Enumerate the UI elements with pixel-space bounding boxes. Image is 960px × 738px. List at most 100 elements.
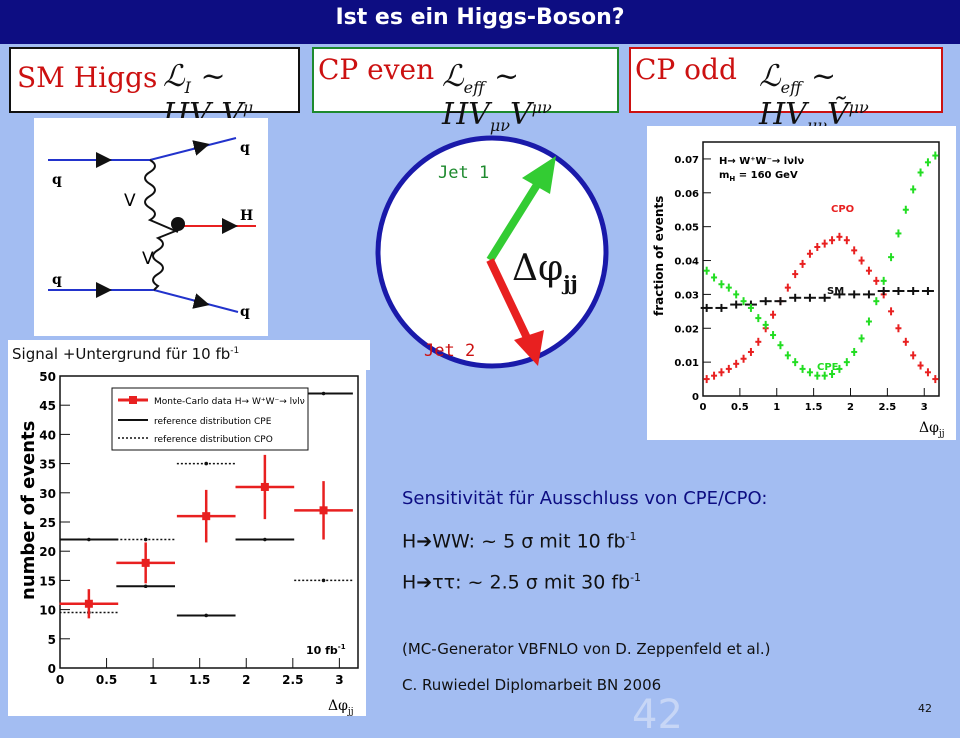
left-chart-xlabel: Δφjj — [328, 698, 354, 716]
feyn-label-q4: q — [240, 304, 250, 320]
feyn-label-v1: V — [124, 191, 136, 211]
legend-cpe-label: reference distribution CPE — [154, 417, 272, 427]
right-chart-cpe-label: CPE — [817, 362, 839, 373]
arrow-icon: ➔ — [416, 530, 433, 553]
left-chart-xtick-label: 2.5 — [282, 673, 303, 687]
cp-odd-formula: ℒeff ~ HVμνṼμν — [759, 59, 869, 135]
left-chart-cpe-dot — [143, 584, 148, 589]
left-chart-panel: 0 5 10 15 20 25 30 35 40 45 50 0 0.5 1 1.5 2 2.5 3 Monte-… — [8, 370, 366, 717]
jet2-arrow-line — [486, 258, 532, 342]
left-chart-ytick-label: 25 — [39, 516, 56, 530]
sensitivity-line-tautau: H➔ττ: ~ 2.5 σ mit 30 fb-1 — [402, 571, 642, 594]
arrow-icon: ➔ — [416, 571, 433, 594]
left-chart-ytick-label: 30 — [39, 487, 56, 501]
left-chart-mc-point — [84, 599, 93, 608]
feyn-label-h: H — [240, 208, 253, 224]
title-bar — [0, 0, 960, 44]
right-chart-ytick-label: 0.07 — [674, 155, 699, 166]
jet1-label: Jet 1 — [438, 163, 489, 183]
legend-cpo-label: reference distribution CPO — [154, 435, 273, 445]
right-chart-ytick-label: 0.01 — [674, 358, 699, 369]
right-chart-ytick-label: 0 — [692, 392, 699, 403]
note-generator: (MC-Generator VBFNLO von D. Zeppenfeld e… — [402, 640, 771, 658]
left-chart-lumi: 10 fb-1 — [306, 643, 346, 657]
left-chart-ytick-label: 45 — [39, 399, 56, 413]
feyn-label-q2: q — [240, 140, 250, 156]
sensitivity-line-ww: H➔WW: ~ 5 σ mit 10 fb-1 — [402, 530, 637, 553]
left-chart-xtick-label: 0 — [56, 673, 64, 687]
left-chart-mc-point — [260, 482, 269, 491]
right-chart-xtick-label: 0 — [700, 402, 707, 413]
left-chart-ytick-label: 0 — [48, 662, 56, 676]
left-chart-ytick-label: 40 — [39, 428, 56, 442]
delta-phi-symbol: Δφjj — [512, 248, 578, 295]
left-chart-xtick-label: 1 — [149, 673, 157, 687]
right-chart-cpo-label: CPO — [831, 204, 854, 215]
right-chart-xtick-label: 0.5 — [731, 402, 749, 413]
left-chart-cpe-dot — [87, 537, 91, 542]
left-chart-cpe-dot — [321, 391, 326, 396]
right-chart-ytick-label: 0.03 — [674, 290, 699, 301]
right-chart-legend-1: H→ W⁺W⁻→ lνlν — [719, 156, 804, 167]
jet1-arrowhead — [522, 156, 556, 194]
sm-higgs-label: SM Higgs — [17, 61, 158, 94]
left-chart-xtick-label: 0.5 — [96, 673, 117, 687]
left-chart-ytick-label: 20 — [39, 545, 56, 559]
left-chart-cpo-dot — [204, 461, 209, 466]
left-chart-mc-point — [202, 512, 211, 521]
slide-title: Ist es ein Higgs-Boson? — [335, 5, 625, 30]
boson-line-bottom — [152, 229, 179, 291]
right-chart-xtick-label: 2.5 — [879, 402, 897, 413]
right-chart-frame — [702, 141, 940, 397]
right-chart-ytick-label: 0.04 — [674, 257, 699, 268]
right-chart-xlabel: Δφjj — [919, 420, 945, 439]
jet2-label: Jet 2 — [424, 341, 475, 361]
right-chart-xtick-label: 1.5 — [805, 402, 823, 413]
cp-even-formula: ℒeff ~ HVμνVμν — [442, 59, 552, 135]
feyn-label-v2: V — [142, 249, 154, 269]
right-chart: 0 0.01 0.02 0.03 0.04 0.05 0.06 0.07 0 0.5 1 1.5 2 2.… — [652, 141, 945, 439]
jet2-arrowhead — [514, 330, 544, 366]
left-chart-ytick-label: 15 — [39, 574, 56, 588]
quark-line-top — [48, 137, 237, 161]
feyn-label-q3: q — [52, 272, 62, 288]
right-chart-ytick-label: 0.05 — [674, 223, 699, 234]
right-chart-sm-label: SM — [827, 286, 844, 297]
left-chart-ylabel: number of events — [18, 421, 39, 600]
left-chart-ytick-label: 5 — [48, 633, 56, 647]
left-chart-cpo-dot — [143, 537, 148, 542]
left-chart-ytick-label: 50 — [39, 370, 56, 384]
quark-line-bottom — [48, 289, 239, 313]
left-chart-xtick-label: 1.5 — [189, 673, 210, 687]
right-chart-legend-2: mH = 160 GeV — [719, 170, 798, 183]
left-chart: 0 5 10 15 20 25 30 35 40 45 50 0 0.5 1 1.5 2 2.5 3 Monte-… — [18, 370, 359, 717]
signal-label-bar: Signal +Untergrund für 10 fb-1 — [8, 340, 370, 370]
right-chart-ytick-label: 0.06 — [674, 189, 699, 200]
sm-higgs-box: SM Higgs ℒI ~ HVμVμ — [9, 47, 300, 135]
right-chart-ylabel: fraction of events — [652, 196, 666, 316]
left-chart-ytick-label: 35 — [39, 458, 56, 472]
left-chart-mc-point — [141, 558, 150, 567]
feynman-svg: q q q q H V V — [48, 137, 256, 320]
legend-mc-marker — [129, 396, 137, 404]
left-chart-xtick-label: 3 — [335, 673, 343, 687]
left-chart-xtick-label: 2 — [242, 673, 250, 687]
boson-line-top — [144, 159, 179, 233]
cp-odd-box: CP odd ℒeff ~ HVμνṼμν — [629, 47, 943, 135]
vertex-dot — [171, 217, 185, 231]
left-chart-cpe-dot — [204, 613, 209, 618]
left-chart-mc-point — [319, 506, 328, 515]
left-chart-ytick-label: 10 — [39, 604, 56, 618]
right-chart-xtick-label: 3 — [921, 402, 928, 413]
cp-even-box: CP even ℒeff ~ HVμνVμν — [312, 47, 619, 135]
right-chart-panel: 0 0.01 0.02 0.03 0.04 0.05 0.06 0.07 0 0.5 1 1.5 2 2.… — [647, 126, 956, 440]
page-number: 42 — [918, 702, 932, 715]
signal-label: Signal +Untergrund für 10 fb-1 — [12, 345, 240, 363]
right-chart-xtick-label: 1 — [773, 402, 780, 413]
jet-circle-diagram: Jet 1 Jet 2 Δφjj — [375, 135, 609, 369]
legend-mc-label: Monte-Carlo data H→ W⁺W⁻→ lνlν — [154, 397, 305, 407]
left-chart-cpo-dot — [321, 578, 326, 583]
cp-odd-label: CP odd — [635, 53, 737, 86]
feyn-label-q1: q — [52, 172, 62, 188]
note-reference: C. Ruwiedel Diplomarbeit BN 2006 — [402, 676, 662, 694]
